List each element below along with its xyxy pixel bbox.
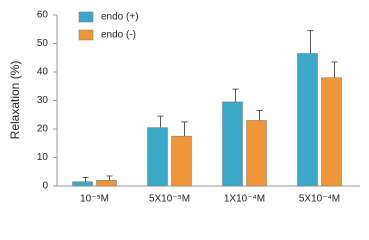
chart: Relaxation (%) 0 10 20 30 40 50 60 10⁻⁵M 5X10⁻⁵M… bbox=[8, 10, 360, 205]
bar bbox=[171, 135, 192, 187]
bar bbox=[321, 77, 342, 187]
error-bar bbox=[256, 109, 263, 121]
y-tick-label: 40 bbox=[37, 67, 49, 78]
bar bbox=[246, 120, 267, 187]
y-tick-label: 50 bbox=[37, 38, 49, 49]
legend-label: endo (-) bbox=[101, 30, 136, 41]
x-tick-label: 5X10⁻⁵M bbox=[149, 194, 190, 205]
y-tick-label: 20 bbox=[37, 124, 49, 135]
bar bbox=[147, 127, 168, 187]
x-tick-label: 10⁻⁵M bbox=[80, 194, 109, 205]
bar bbox=[96, 180, 117, 187]
error-bar bbox=[181, 121, 188, 137]
y-tick-label: 60 bbox=[37, 10, 49, 21]
y-tick-label: 30 bbox=[37, 95, 49, 106]
x-tick-label: 1X10⁻⁴M bbox=[224, 194, 265, 205]
error-bar bbox=[307, 30, 314, 54]
error-bar bbox=[106, 175, 113, 181]
y-tick-label: 0 bbox=[42, 181, 48, 192]
bar bbox=[297, 53, 318, 187]
error-bar bbox=[82, 176, 89, 182]
y-axis-label: Relaxation (%) bbox=[8, 61, 22, 140]
bar bbox=[72, 181, 93, 187]
legend-swatch bbox=[78, 29, 94, 41]
bar bbox=[222, 101, 243, 187]
x-tick-label: 5X10⁻⁴M bbox=[299, 194, 340, 205]
y-tick-label: 10 bbox=[37, 152, 49, 163]
error-bar bbox=[331, 61, 338, 78]
error-bar bbox=[157, 115, 164, 128]
error-bar bbox=[232, 88, 239, 102]
legend-label: endo (+) bbox=[101, 12, 139, 23]
legend-swatch bbox=[78, 11, 94, 23]
